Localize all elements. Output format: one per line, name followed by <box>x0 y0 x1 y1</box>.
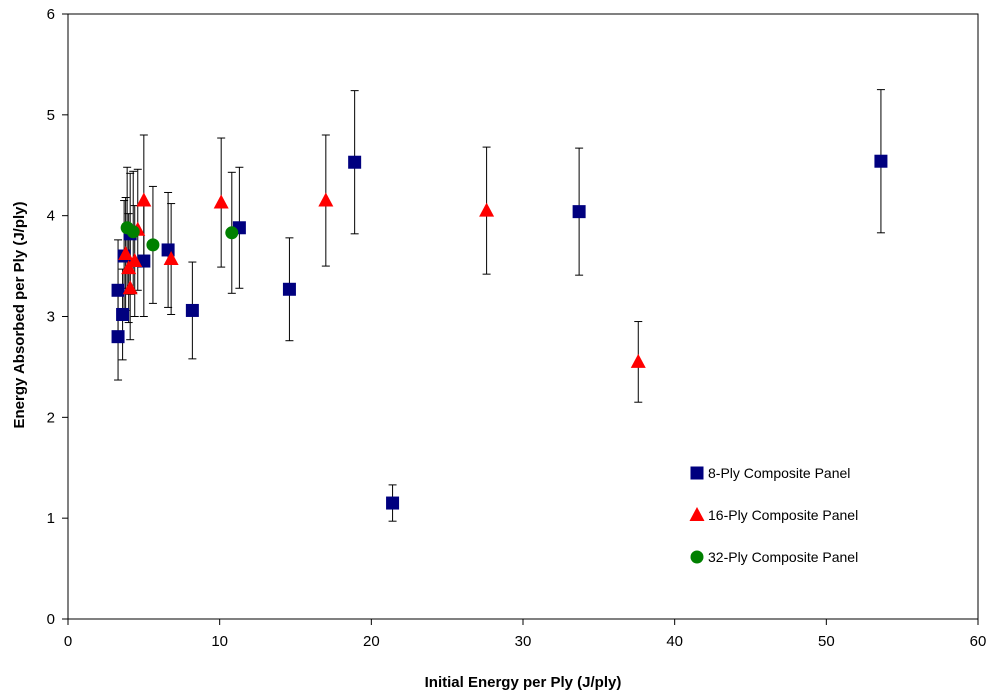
data-point-triangle <box>127 253 143 268</box>
x-tick-label: 10 <box>211 633 228 650</box>
data-point-triangle <box>479 202 495 217</box>
data-point-triangle <box>163 251 179 266</box>
data-point-triangle <box>630 353 646 368</box>
x-tick-label: 40 <box>666 633 683 650</box>
data-point-square <box>386 496 400 510</box>
data-point-circle <box>146 238 160 252</box>
y-tick-label: 6 <box>47 6 55 23</box>
x-tick-label: 60 <box>970 633 987 650</box>
legend-label: 16-Ply Composite Panel <box>708 507 858 523</box>
legend: 8-Ply Composite Panel 16-Ply Composite Pa… <box>689 465 858 565</box>
data-point-square <box>572 205 586 219</box>
data-point-triangle <box>121 260 137 275</box>
data-point-square <box>111 283 125 297</box>
data-point-circle <box>225 226 239 240</box>
y-tick-label: 4 <box>47 208 55 225</box>
plot-frame <box>67 13 979 620</box>
legend-marker-circle <box>690 550 704 564</box>
data-point-triangle <box>213 194 229 209</box>
y-axis-title: Energy Absorbed per Ply (J/ply) <box>11 201 28 428</box>
x-tick-label: 50 <box>818 633 835 650</box>
y-tick-label: 2 <box>47 409 55 426</box>
legend-marker-square <box>690 466 704 480</box>
legend-marker-triangle <box>689 507 705 521</box>
x-axis-title: Initial Energy per Ply (J/ply) <box>425 674 622 691</box>
data-point-square <box>348 155 362 169</box>
legend-label: 8-Ply Composite Panel <box>708 465 850 481</box>
data-point-square <box>116 307 130 321</box>
x-tick-label: 30 <box>515 633 532 650</box>
plot-area: 0 10 20 30 40 50 60 0 1 2 3 4 5 6 <box>47 6 987 650</box>
data-point-square <box>111 330 125 344</box>
y-tick-label: 1 <box>47 510 55 527</box>
y-tick-label: 0 <box>47 611 55 628</box>
legend-label: 32-Ply Composite Panel <box>708 549 858 565</box>
data-point-triangle <box>118 245 134 260</box>
x-tick-label: 0 <box>64 633 72 650</box>
data-point-circle <box>126 225 140 239</box>
data-point-triangle <box>136 192 152 207</box>
y-tick-label: 3 <box>47 309 55 326</box>
y-tick-label: 5 <box>47 107 55 124</box>
data-point-square <box>874 154 888 168</box>
data-point-square <box>282 282 296 296</box>
data-point-square <box>185 303 199 317</box>
data-point-triangle <box>122 280 138 295</box>
data-point-triangle <box>318 192 334 207</box>
x-tick-label: 20 <box>363 633 380 650</box>
